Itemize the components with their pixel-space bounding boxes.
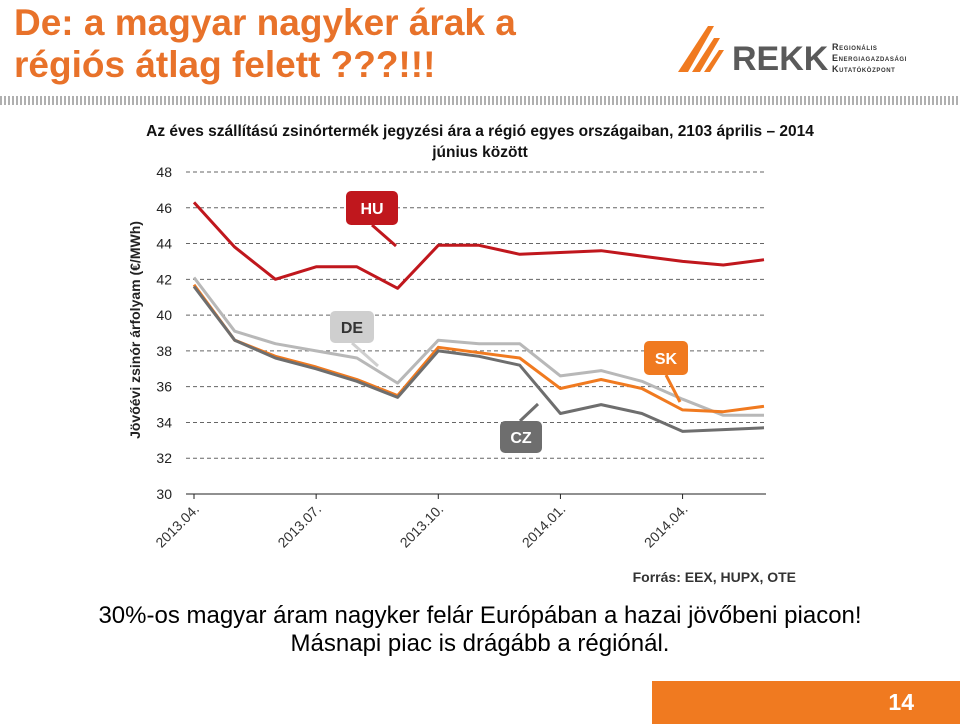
callout-label-sk: SK <box>655 351 678 368</box>
y-axis-ticks: 30 32 34 36 38 40 42 44 46 48 <box>156 164 172 502</box>
callout-pointer-de <box>351 341 379 368</box>
callout-box-hu <box>346 191 398 225</box>
rekk-logo: REKK Regionális Energiagazdasági Kutatók… <box>678 26 907 78</box>
series-line-sk <box>192 283 765 414</box>
callout-label-hu: HU <box>360 201 383 218</box>
header-divider <box>0 96 960 105</box>
x-tick-label: 2013.07. <box>274 501 324 551</box>
callout-label-de: DE <box>341 320 364 337</box>
y-tick-label: 42 <box>156 271 172 287</box>
callout-box-cz <box>500 421 542 453</box>
y-tick-label: 30 <box>156 486 172 502</box>
callout-pointer-cz <box>518 402 540 423</box>
y-tick-label: 32 <box>156 450 172 466</box>
callout-pointer-hu <box>371 223 397 248</box>
x-tick-label: 2014.04. <box>641 501 691 551</box>
y-tick-label: 46 <box>156 200 172 216</box>
series-line-de <box>192 276 764 417</box>
page-number: 14 <box>888 689 914 715</box>
x-axis-ticks: 2013.04. 2013.07. 2013.10. 2014.01. 2014.04. <box>152 494 691 551</box>
rekk-logo-line-1: Regionális <box>832 42 878 52</box>
y-tick-label: 40 <box>156 307 172 323</box>
x-tick-label: 2013.10. <box>397 501 447 551</box>
bottom-message: 30%-os magyar áram nagyker felár Európáb… <box>0 602 960 658</box>
x-tick-label: 2014.01. <box>519 501 569 551</box>
x-tick-label: 2013.04. <box>152 501 202 551</box>
series-callouts: HU DE SK CZ <box>330 191 688 453</box>
source-note: Forrás: EEX, HUPX, OTE <box>633 569 796 585</box>
callout-pointer-sk <box>664 374 682 403</box>
slide-title: De: a magyar nagyker árak a régiós átlag… <box>14 2 614 86</box>
series-line-hu <box>192 201 765 290</box>
y-axis-label: Jövőévi zsinór árfolyam (€/MWh) <box>127 221 143 439</box>
page-number-box: 14 <box>652 681 960 724</box>
chart-gridlines <box>186 171 766 459</box>
rekk-logo-line-3: Kutatóközpont <box>832 64 895 74</box>
y-tick-label: 36 <box>156 379 172 395</box>
y-tick-label: 48 <box>156 164 172 180</box>
slide-title-line-2: régiós átlag felett ???!!! <box>14 44 436 85</box>
chart-title-line-2: június között <box>432 144 528 161</box>
y-tick-label: 34 <box>156 414 172 430</box>
series-line-cz <box>192 285 765 433</box>
rekk-logo-mark <box>678 26 724 72</box>
y-tick-label: 44 <box>156 236 172 252</box>
bottom-message-line-1: 30%-os magyar áram nagyker felár Európáb… <box>98 602 862 629</box>
rekk-logo-line-2: Energiagazdasági <box>832 53 907 63</box>
chart-title: Az éves szállítású zsinórtermék jegyzési… <box>40 121 920 163</box>
callout-box-sk <box>644 341 688 375</box>
callout-box-de <box>330 311 374 343</box>
y-tick-label: 38 <box>156 343 172 359</box>
bottom-message-line-2: Másnapi piac is drágább a régiónál. <box>290 630 670 657</box>
chart-title-line-1: Az éves szállítású zsinórtermék jegyzési… <box>146 123 814 140</box>
slide-title-line-1: De: a magyar nagyker árak a <box>14 2 516 43</box>
chart-series <box>192 201 765 433</box>
rekk-logo-name: REKK <box>732 40 829 78</box>
callout-label-cz: CZ <box>510 430 532 447</box>
